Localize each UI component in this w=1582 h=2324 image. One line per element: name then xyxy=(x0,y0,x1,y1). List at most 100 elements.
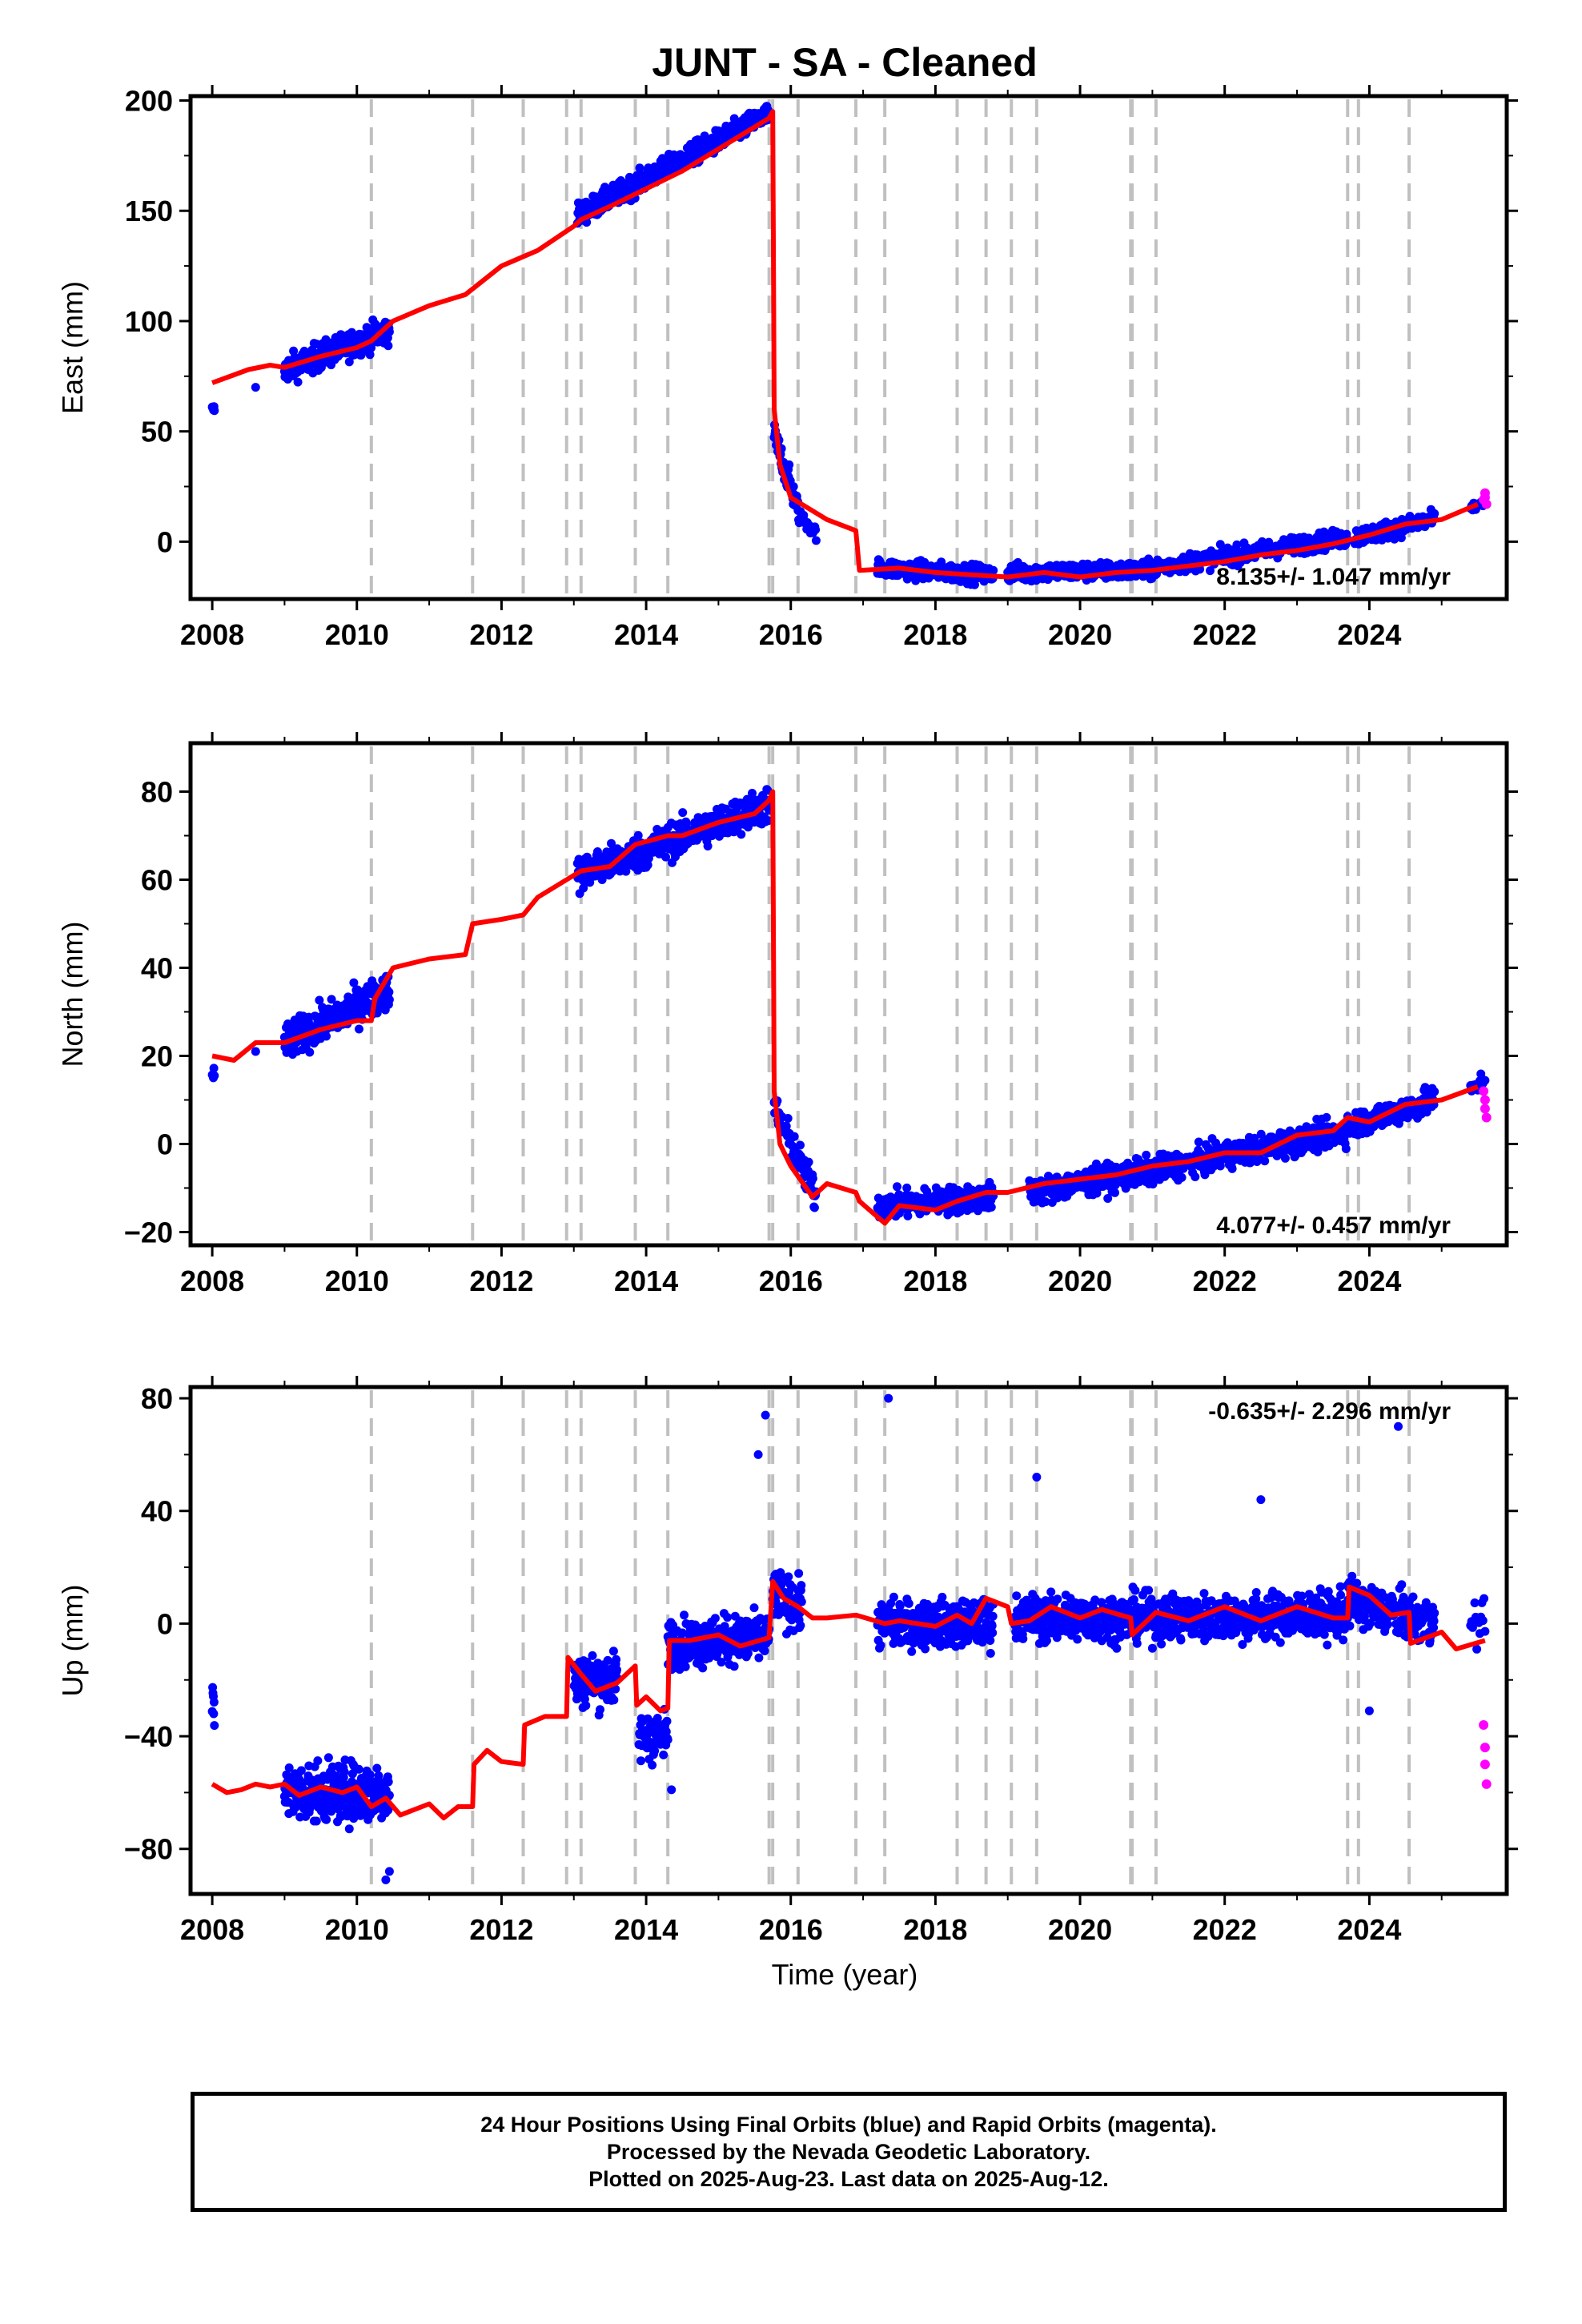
data-point xyxy=(1480,1076,1490,1085)
data-point xyxy=(677,1628,687,1638)
data-point xyxy=(764,816,773,826)
y-tick-label: 200 xyxy=(125,85,173,118)
y-tick-label: 0 xyxy=(157,1128,173,1161)
data-point xyxy=(581,1701,591,1711)
data-point xyxy=(661,1727,671,1736)
data-point xyxy=(1260,1156,1270,1166)
data-point xyxy=(643,860,652,870)
x-tick-label: 2024 xyxy=(1337,1265,1401,1297)
data-point xyxy=(796,1621,805,1630)
x-ticks: 2008 2010 2012 2014 2016 2018 2020 2022 2024 xyxy=(180,732,1443,1297)
data-point xyxy=(251,1047,260,1056)
data-point xyxy=(789,1132,799,1141)
data-point xyxy=(663,1735,673,1744)
data-point xyxy=(1420,1083,1430,1092)
y-tick-label: 20 xyxy=(141,1040,173,1073)
data-point xyxy=(1177,1172,1186,1182)
x-tick-label: 2014 xyxy=(614,618,678,651)
rate-label: 8.135+/- 1.047 mm/yr xyxy=(1216,564,1451,590)
data-point xyxy=(365,1770,375,1779)
data-point xyxy=(1430,1087,1439,1096)
x-tick-label: 2016 xyxy=(759,618,823,651)
data-point xyxy=(678,808,688,818)
data-point xyxy=(596,1705,604,1715)
data-point xyxy=(893,1182,901,1192)
data-point xyxy=(876,1641,885,1650)
data-point xyxy=(1232,540,1242,549)
rapid-point xyxy=(1481,1112,1492,1123)
data-point xyxy=(1322,1112,1331,1122)
x-tick-label: 2008 xyxy=(180,1265,244,1297)
data-point xyxy=(374,1771,383,1780)
data-point xyxy=(313,1756,323,1766)
x-tick-label: 2022 xyxy=(1193,1265,1257,1297)
data-point xyxy=(339,1767,349,1777)
data-point xyxy=(635,163,644,173)
data-point xyxy=(579,883,588,893)
event-lines xyxy=(369,99,1411,596)
data-point xyxy=(781,1121,791,1131)
data-point xyxy=(315,995,324,1005)
data-point xyxy=(322,1031,331,1041)
data-point xyxy=(349,978,359,987)
data-point xyxy=(296,1766,306,1775)
final-orbit-points xyxy=(207,1393,1490,1884)
data-point xyxy=(794,1569,804,1578)
data-point xyxy=(1280,1153,1290,1163)
rapid-point xyxy=(1480,1104,1490,1114)
data-point xyxy=(1110,1188,1119,1197)
data-point xyxy=(720,1622,729,1631)
data-point xyxy=(210,406,219,416)
x-tick-label: 2010 xyxy=(325,618,389,651)
x-tick-label: 2012 xyxy=(469,1265,533,1297)
plot-frame xyxy=(188,741,1509,1248)
data-point xyxy=(737,830,746,839)
data-point xyxy=(749,1603,759,1613)
data-point xyxy=(811,525,821,534)
data-point xyxy=(902,1183,912,1192)
data-point xyxy=(323,1753,333,1763)
y-tick-label: 0 xyxy=(157,525,173,558)
data-point xyxy=(729,1662,739,1671)
model-line xyxy=(211,109,1480,580)
data-point xyxy=(354,1764,363,1774)
data-point xyxy=(372,1763,382,1773)
model-line xyxy=(211,789,1479,1226)
data-point xyxy=(895,1602,905,1610)
data-point xyxy=(748,789,757,798)
x-tick-label: 2024 xyxy=(1337,618,1401,651)
data-point xyxy=(1215,1161,1225,1171)
figure-title: JUNT - SA - Cleaned xyxy=(652,40,1038,85)
data-point xyxy=(1390,534,1399,544)
data-point xyxy=(889,1592,898,1602)
panels: 2008 2010 2012 2014 2016 2018 2020 2022 20240501… xyxy=(56,85,1518,1946)
x-tick-label: 2020 xyxy=(1048,618,1112,651)
data-point xyxy=(355,1024,363,1034)
data-point xyxy=(1103,1194,1113,1203)
x-tick-label: 2018 xyxy=(903,1265,967,1297)
data-point xyxy=(1341,1144,1351,1153)
y-axis-label: East (mm) xyxy=(56,281,89,414)
data-point xyxy=(808,1174,817,1184)
data-point xyxy=(209,1709,219,1719)
rapid-point xyxy=(1481,499,1492,509)
data-point xyxy=(986,1202,996,1212)
data-point xyxy=(760,1647,769,1655)
panel-north: 2008 2010 2012 2014 2016 2018 2020 2022 2024−200… xyxy=(56,732,1518,1297)
data-point xyxy=(754,1653,764,1663)
data-point xyxy=(1142,1150,1151,1160)
data-point xyxy=(783,1114,793,1123)
data-point xyxy=(796,1140,805,1150)
data-point xyxy=(938,1592,947,1602)
final-orbit-points xyxy=(207,102,1490,589)
data-point xyxy=(989,565,998,575)
data-point xyxy=(643,1714,652,1723)
data-point xyxy=(921,1644,930,1654)
data-point xyxy=(383,1777,393,1787)
x-tick-label: 2014 xyxy=(614,1265,678,1297)
y-tick-label: −20 xyxy=(124,1216,173,1249)
data-point xyxy=(661,852,670,862)
data-point xyxy=(785,460,794,469)
